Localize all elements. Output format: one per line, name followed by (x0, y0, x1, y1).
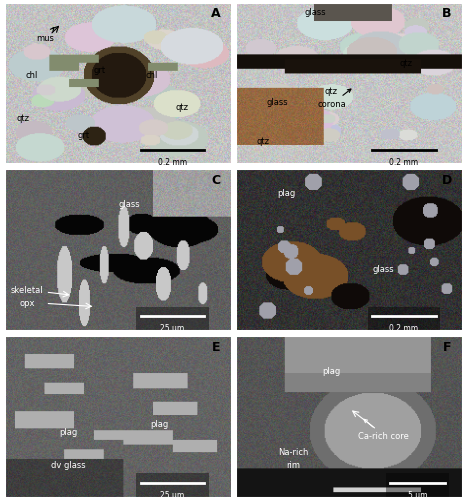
Text: 5 μm: 5 μm (408, 491, 427, 500)
Text: qtz: qtz (257, 137, 270, 146)
Text: corona: corona (317, 89, 351, 109)
Text: opx: opx (19, 299, 35, 308)
FancyBboxPatch shape (368, 306, 440, 336)
Text: F: F (443, 340, 452, 353)
Text: Na-rich: Na-rich (278, 448, 308, 456)
Text: plag: plag (59, 428, 77, 438)
Text: glass: glass (266, 98, 288, 107)
Text: glass: glass (305, 8, 326, 16)
Text: skeletal: skeletal (11, 286, 44, 295)
Text: chl: chl (146, 70, 158, 80)
FancyBboxPatch shape (136, 473, 209, 500)
Text: A: A (211, 8, 220, 20)
Text: chl: chl (25, 70, 38, 80)
Text: grt: grt (94, 66, 106, 75)
Text: qtz: qtz (400, 60, 413, 68)
Text: 25 μm: 25 μm (160, 324, 185, 334)
Text: 0.2 mm: 0.2 mm (389, 158, 419, 166)
Text: D: D (441, 174, 452, 187)
Text: 25 μm: 25 μm (160, 491, 185, 500)
Text: Ca-rich core: Ca-rich core (358, 420, 409, 440)
Text: B: B (442, 8, 452, 20)
Text: qtz: qtz (175, 103, 188, 112)
Text: qtz: qtz (325, 87, 338, 96)
FancyBboxPatch shape (136, 306, 209, 336)
Text: qtz: qtz (16, 114, 29, 124)
Text: plag: plag (322, 367, 341, 376)
Text: E: E (212, 340, 220, 353)
Text: mus: mus (37, 28, 55, 42)
Text: glass: glass (373, 265, 394, 274)
Text: plag: plag (277, 189, 295, 198)
Text: 0.2 mm: 0.2 mm (158, 158, 187, 166)
Text: rim: rim (286, 460, 300, 469)
Text: plag: plag (150, 420, 168, 429)
FancyBboxPatch shape (386, 473, 450, 500)
Text: glass: glass (119, 200, 140, 209)
Text: 0.2 mm: 0.2 mm (389, 324, 419, 334)
Text: C: C (211, 174, 220, 187)
Text: dv glass: dv glass (51, 460, 86, 469)
Text: grt: grt (78, 130, 90, 140)
